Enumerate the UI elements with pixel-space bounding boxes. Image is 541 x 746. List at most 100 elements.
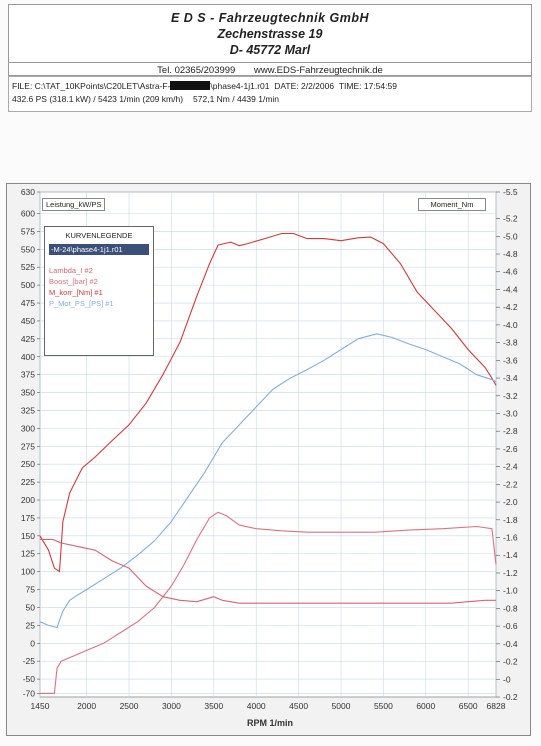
- left-axis-label: Leistung_kW/PS: [42, 198, 106, 211]
- legend-item: M_korr_[Nm] #1: [49, 288, 103, 297]
- y-left-tick-label: 450: [21, 316, 35, 326]
- x-tick-label: 1450: [31, 701, 50, 711]
- max-power: 432.6 PS (318.1 kW) / 5423 1/min (209 km…: [12, 94, 184, 104]
- company-city: D- 45772 Marl: [229, 43, 311, 57]
- website: www.EDS-Fahrzeugtechnik.de: [253, 65, 383, 76]
- y-left-tick-label: 50: [26, 602, 36, 612]
- file-path-suffix: \phase4-1j1.r01: [210, 81, 270, 91]
- x-tick-label: 6500: [459, 701, 478, 711]
- y-right-tick-label: -2.8: [503, 426, 518, 436]
- y-right-tick-label: -4.2: [503, 302, 518, 312]
- y-right-tick-label: -4.0: [503, 320, 518, 330]
- y-right-tick-label: -4.6: [503, 267, 518, 277]
- y-left-tick-label: 200: [21, 495, 35, 505]
- y-left-tick-label: 425: [21, 334, 35, 344]
- y-right-tick-label: -5.2: [503, 214, 518, 224]
- series-line-0: [39, 232, 497, 573]
- header-box: E D S - Fahrzeugtechnik GmbH Zechenstras…: [8, 4, 532, 76]
- legend-selected-file[interactable]: -M-24\phase4-1j1.r01: [49, 244, 149, 255]
- header-divider: [9, 62, 531, 63]
- y-left-tick-label: 375: [21, 370, 35, 380]
- company-street: Zechenstrasse 19: [217, 27, 323, 41]
- x-tick-label: 2000: [77, 701, 96, 711]
- chart-series: [39, 232, 497, 694]
- y-left-tick-label: 175: [21, 513, 35, 523]
- y-right-tick-label: -0.8: [503, 603, 518, 613]
- legend-item: Lambda_I #2: [49, 266, 93, 275]
- x-tick-label: 3500: [204, 701, 223, 711]
- run-time: TIME: 17:54:59: [338, 81, 397, 91]
- y-left-tick-label: 400: [21, 352, 35, 362]
- x-tick-label: 6000: [416, 701, 435, 711]
- y-right-tick-label: -1.0: [503, 586, 518, 596]
- x-axis-label: RPM 1/min: [247, 718, 293, 728]
- y-right-tick-label: -1.8: [503, 515, 518, 525]
- y-right-tick-label: -3.6: [503, 355, 518, 365]
- x-tick-label: 6828: [487, 701, 506, 711]
- y-left-tick-label: 300: [21, 423, 35, 433]
- y-left-tick-label: 600: [21, 208, 35, 218]
- curve-legend: KURVENLEGENDE -M-24\phase4-1j1.r01 Lambd…: [44, 226, 154, 356]
- y-left-tick-label: 325: [21, 405, 35, 415]
- legend-item: P_Mot_PS_[PS] #1: [49, 299, 114, 308]
- y-left-tick-label: 575: [21, 226, 35, 236]
- y-right-tick-label: -1.4: [503, 550, 518, 560]
- y-left-tick-label: 350: [21, 388, 35, 398]
- y-left-tick-label: 630: [21, 187, 35, 197]
- y-right-tick-label: -1.2: [503, 568, 518, 578]
- right-axis-label: Moment_Nm: [418, 198, 486, 211]
- y-left-tick-label: 150: [21, 531, 35, 541]
- y-right-tick-label: -2.4: [503, 462, 518, 472]
- y-left-tick-label: 225: [21, 477, 35, 487]
- y-right-tick-label: -5.5: [503, 187, 518, 197]
- y-left-tick-label: 25: [26, 620, 36, 630]
- y-right-tick-label: -2.2: [503, 479, 518, 489]
- y-right-tick-label: -3.0: [503, 408, 518, 418]
- series-line-1: [39, 333, 497, 629]
- y-right-tick-label: -1.6: [503, 533, 518, 543]
- x-tick-label: 5500: [374, 701, 393, 711]
- y-left-tick-label: 100: [21, 567, 35, 577]
- x-tick-label: 3000: [162, 701, 181, 711]
- x-tick-label: 2500: [120, 701, 139, 711]
- x-tick-label: 5000: [332, 701, 351, 711]
- redaction-bar: [170, 81, 211, 90]
- run-date: DATE: 2/2/2006: [274, 81, 335, 91]
- x-tick-label: 4500: [289, 701, 308, 711]
- y-right-tick-label: -3.8: [503, 338, 518, 348]
- y-right-tick-label: -0: [503, 674, 511, 684]
- y-left-tick-label: 475: [21, 298, 35, 308]
- y-right-tick-label: -2.6: [503, 444, 518, 454]
- legend-title: KURVENLEGENDE: [65, 231, 133, 240]
- y-right-tick-label: -0.6: [503, 621, 518, 631]
- y-right-tick-label: -3.4: [503, 373, 518, 383]
- y-right-tick-label: -3.2: [503, 391, 518, 401]
- y-right-tick-label: -5.0: [503, 231, 518, 241]
- y-left-tick-label: -50: [23, 674, 36, 684]
- y-right-tick-label: -4.4: [503, 284, 518, 294]
- legend-item: Boost_[bar] #2: [49, 277, 98, 286]
- file-path-prefix: FILE: C:\TAT_10KPoints\C20LET\Astra-F-: [12, 81, 171, 91]
- y-left-tick-label: 0: [30, 638, 35, 648]
- y-left-tick-label: 275: [21, 441, 35, 451]
- file-line: FILE: C:\TAT_10KPoints\C20LET\Astra-F- \p…: [12, 81, 397, 91]
- y-left-tick-label: -70: [23, 688, 36, 698]
- phone: Tel. 02365/203999: [157, 65, 236, 76]
- y-right-tick-label: -0.4: [503, 639, 518, 649]
- series-line-3: [40, 538, 496, 604]
- max-torque: 572,1 Nm / 4439 1/min: [193, 94, 280, 104]
- performance-line: 432.6 PS (318.1 kW) / 5423 1/min (209 km…: [12, 94, 289, 104]
- run-info-box: FILE: C:\TAT_10KPoints\C20LET\Astra-F- \p…: [8, 76, 532, 112]
- y-left-tick-label: 500: [21, 280, 35, 290]
- contact-line: Tel. 02365/203999 www.EDS-Fahrzeugtechni…: [9, 65, 531, 76]
- series-line-2: [40, 511, 497, 694]
- y-right-tick-label: -0.2: [503, 657, 518, 667]
- y-left-tick-label: 75: [26, 585, 36, 595]
- y-left-tick-label: 525: [21, 262, 35, 272]
- y-left-tick-label: 550: [21, 244, 35, 254]
- y-left-tick-label: 125: [21, 549, 35, 559]
- y-right-tick-label: -2.0: [503, 497, 518, 507]
- y-right-tick-label: -4.8: [503, 249, 518, 259]
- y-left-tick-label: -25: [23, 656, 36, 666]
